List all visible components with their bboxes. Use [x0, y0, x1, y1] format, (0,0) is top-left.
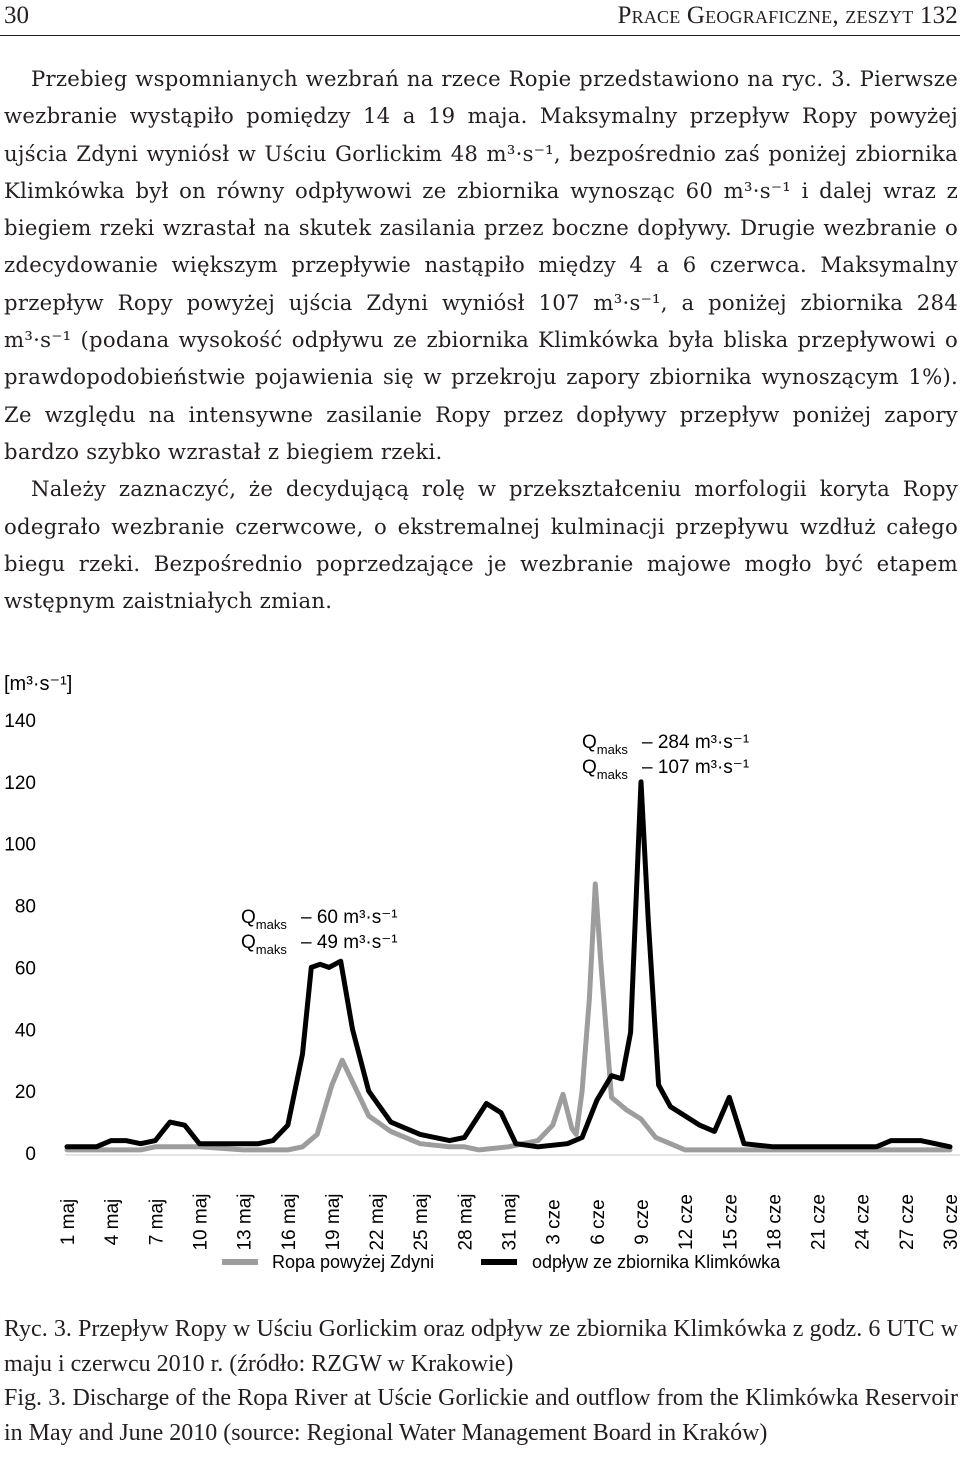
y-tick-label: 40 — [15, 1020, 36, 1041]
x-tick-label: 21 cze — [809, 1194, 830, 1250]
y-tick-label: 140 — [4, 711, 36, 732]
paragraph-2: Należy zaznaczyć, że decydującą rolę w p… — [4, 476, 958, 614]
y-axis-label: [m³·s⁻¹] — [4, 673, 72, 695]
x-tick-label: 15 cze — [720, 1194, 741, 1250]
x-tick-label: 13 maj — [235, 1193, 256, 1250]
y-tick-label: 100 — [4, 835, 36, 856]
page-number: 30 — [4, 2, 29, 29]
annotation-june: Qmaks – 284 m³·s⁻¹ Qmaks – 107 m³·s⁻¹ — [582, 732, 749, 782]
x-tick-label: 18 cze — [764, 1194, 785, 1250]
legend-label-klimkowka: odpływ ze zbiornika Klimkówka — [532, 1252, 781, 1272]
journal-title: Prace Geograficzne, zeszyt 132 — [617, 2, 958, 29]
annotation-q-label: Qmaks — [241, 907, 287, 932]
annotation-value: – 60 m³·s⁻¹ — [301, 907, 398, 928]
discharge-chart: [m³·s⁻¹] 0 20 40 60 80 100 120 140 1 maj 4 maj 7 ma… — [4, 673, 960, 1272]
page-header: 30 Prace Geograficzne, zeszyt 132 — [0, 0, 960, 40]
annotation-value: – 49 m³·s⁻¹ — [301, 932, 398, 953]
series-line-ropa-powyzej-zdyni — [64, 881, 953, 1153]
header-rule — [0, 35, 960, 36]
x-tick-label: 22 maj — [367, 1193, 388, 1250]
x-tick-label: 24 cze — [853, 1194, 874, 1250]
body-text: Przebieg wspomnianych wezbrań na rzece R… — [4, 60, 958, 619]
y-tick-label: 120 — [4, 773, 36, 794]
annotation-q-label: Qmaks — [582, 732, 628, 757]
annotation-q-label: Qmaks — [582, 757, 628, 782]
y-tick-label: 0 — [25, 1144, 36, 1165]
series-line-odplyw-klimkowka — [64, 779, 953, 1150]
x-tick-label: 7 maj — [146, 1199, 167, 1245]
annotation-q-label: Qmaks — [241, 932, 287, 957]
figure-3: [m³·s⁻¹] 0 20 40 60 80 100 120 140 1 maj 4 maj 7 ma… — [0, 660, 960, 1280]
x-tick-label: 30 cze — [941, 1194, 960, 1250]
y-tick-label: 60 — [15, 958, 36, 979]
y-tick-label: 80 — [15, 897, 36, 918]
x-tick-label: 27 cze — [897, 1194, 918, 1250]
caption-pl: Ryc. 3. Przepływ Ropy w Uściu Gorlickim … — [4, 1316, 958, 1377]
x-tick-label: 31 maj — [500, 1193, 521, 1250]
x-tick-label: 28 maj — [455, 1193, 476, 1250]
annotation-may: Qmaks – 60 m³·s⁻¹ Qmaks – 49 m³·s⁻¹ — [241, 907, 398, 957]
caption-en: Fig. 3. Discharge of the Ropa River at U… — [4, 1385, 958, 1446]
figure-caption: Ryc. 3. Przepływ Ropy w Uściu Gorlickim … — [4, 1312, 958, 1450]
annotation-value: – 284 m³·s⁻¹ — [642, 732, 749, 753]
x-tick-label: 4 maj — [102, 1199, 123, 1245]
annotation-value: – 107 m³·s⁻¹ — [642, 757, 749, 778]
x-tick-label: 6 cze — [588, 1199, 609, 1244]
x-tick-label: 19 maj — [323, 1193, 344, 1250]
x-tick-label: 9 cze — [632, 1199, 653, 1244]
y-tick-label: 20 — [15, 1082, 36, 1103]
x-tick-label: 3 cze — [544, 1199, 565, 1244]
x-tick-label: 25 maj — [411, 1193, 432, 1250]
x-tick-label: 16 maj — [279, 1193, 300, 1250]
paragraph-1: Przebieg wspomnianych wezbrań na rzece R… — [4, 66, 958, 464]
x-tick-label: 12 cze — [676, 1194, 697, 1250]
legend-label-ropa: Ropa powyżej Zdyni — [272, 1252, 434, 1272]
x-tick-label: 1 maj — [58, 1199, 79, 1245]
x-tick-label: 10 maj — [190, 1193, 211, 1250]
